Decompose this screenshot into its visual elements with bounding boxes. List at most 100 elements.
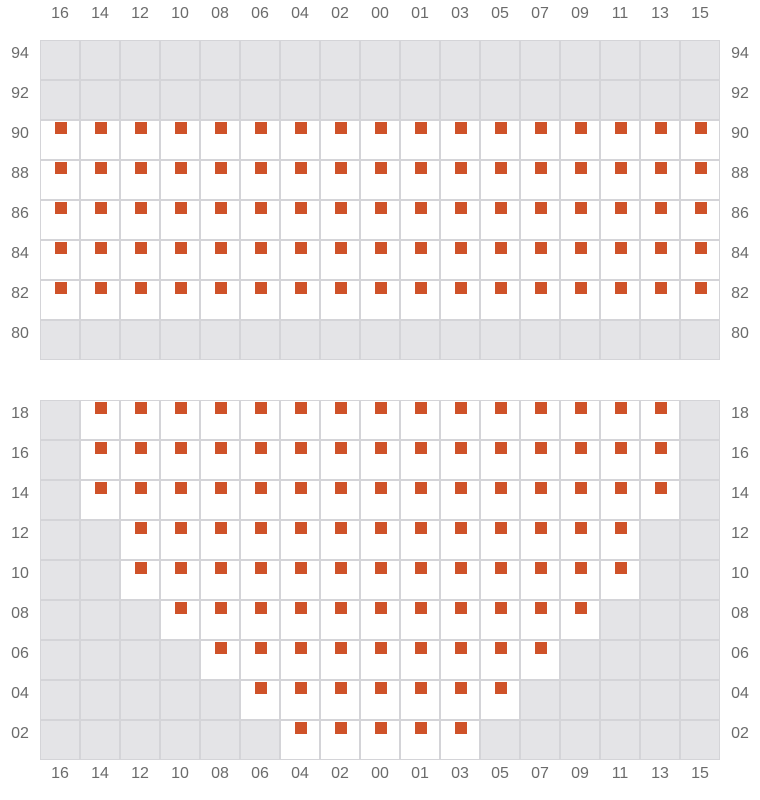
seat-marker[interactable]	[95, 242, 107, 254]
seat-cell[interactable]	[520, 120, 560, 160]
seat-marker[interactable]	[335, 682, 347, 694]
seat-marker[interactable]	[335, 722, 347, 734]
seat-marker[interactable]	[655, 282, 667, 294]
seat-marker[interactable]	[415, 202, 427, 214]
seat-marker[interactable]	[255, 282, 267, 294]
seat-cell[interactable]	[560, 400, 600, 440]
seat-marker[interactable]	[415, 482, 427, 494]
seat-cell[interactable]	[240, 600, 280, 640]
seat-cell[interactable]	[400, 200, 440, 240]
seat-marker[interactable]	[175, 162, 187, 174]
seat-cell[interactable]	[320, 160, 360, 200]
seat-marker[interactable]	[215, 202, 227, 214]
seat-cell[interactable]	[160, 200, 200, 240]
seat-cell[interactable]	[160, 160, 200, 200]
seat-marker[interactable]	[135, 122, 147, 134]
seat-marker[interactable]	[415, 402, 427, 414]
seat-marker[interactable]	[455, 442, 467, 454]
seat-cell[interactable]	[160, 440, 200, 480]
seat-cell[interactable]	[400, 240, 440, 280]
seat-cell[interactable]	[360, 640, 400, 680]
seat-cell[interactable]	[560, 560, 600, 600]
seat-cell[interactable]	[600, 280, 640, 320]
seat-cell[interactable]	[360, 120, 400, 160]
seat-cell[interactable]	[280, 480, 320, 520]
seat-cell[interactable]	[200, 440, 240, 480]
seat-marker[interactable]	[695, 282, 707, 294]
seat-cell[interactable]	[440, 560, 480, 600]
seat-marker[interactable]	[535, 162, 547, 174]
seat-cell[interactable]	[480, 400, 520, 440]
seat-marker[interactable]	[175, 122, 187, 134]
seat-cell[interactable]	[520, 520, 560, 560]
seat-cell[interactable]	[600, 400, 640, 440]
seat-cell[interactable]	[240, 280, 280, 320]
seat-marker[interactable]	[135, 522, 147, 534]
seat-cell[interactable]	[360, 400, 400, 440]
seat-marker[interactable]	[455, 642, 467, 654]
seat-marker[interactable]	[615, 242, 627, 254]
seat-marker[interactable]	[495, 202, 507, 214]
seat-marker[interactable]	[415, 242, 427, 254]
seat-cell[interactable]	[520, 600, 560, 640]
seat-cell[interactable]	[120, 280, 160, 320]
seat-cell[interactable]	[560, 480, 600, 520]
seat-cell[interactable]	[120, 400, 160, 440]
seat-cell[interactable]	[560, 440, 600, 480]
seat-marker[interactable]	[615, 562, 627, 574]
seat-marker[interactable]	[375, 682, 387, 694]
seat-cell[interactable]	[600, 240, 640, 280]
seat-cell[interactable]	[200, 560, 240, 600]
seat-marker[interactable]	[495, 242, 507, 254]
seat-marker[interactable]	[55, 282, 67, 294]
seat-cell[interactable]	[640, 200, 680, 240]
seat-marker[interactable]	[415, 282, 427, 294]
seat-marker[interactable]	[215, 402, 227, 414]
seat-cell[interactable]	[320, 200, 360, 240]
seat-marker[interactable]	[575, 482, 587, 494]
seat-cell[interactable]	[80, 240, 120, 280]
seat-cell[interactable]	[40, 240, 80, 280]
seat-marker[interactable]	[575, 202, 587, 214]
seat-cell[interactable]	[480, 600, 520, 640]
seat-cell[interactable]	[360, 720, 400, 760]
seat-cell[interactable]	[280, 600, 320, 640]
seat-cell[interactable]	[240, 480, 280, 520]
seat-cell[interactable]	[440, 520, 480, 560]
seat-marker[interactable]	[615, 122, 627, 134]
seat-marker[interactable]	[95, 442, 107, 454]
seat-cell[interactable]	[400, 480, 440, 520]
seat-marker[interactable]	[175, 482, 187, 494]
seat-marker[interactable]	[615, 522, 627, 534]
seat-cell[interactable]	[80, 280, 120, 320]
seat-marker[interactable]	[455, 122, 467, 134]
seat-cell[interactable]	[360, 560, 400, 600]
seat-marker[interactable]	[335, 602, 347, 614]
seat-marker[interactable]	[335, 122, 347, 134]
seat-marker[interactable]	[215, 602, 227, 614]
seat-cell[interactable]	[200, 600, 240, 640]
seat-marker[interactable]	[255, 202, 267, 214]
seat-marker[interactable]	[335, 562, 347, 574]
seat-cell[interactable]	[520, 480, 560, 520]
seat-cell[interactable]	[640, 160, 680, 200]
seat-cell[interactable]	[160, 560, 200, 600]
seat-marker[interactable]	[175, 242, 187, 254]
seat-marker[interactable]	[535, 282, 547, 294]
seat-marker[interactable]	[615, 482, 627, 494]
seat-marker[interactable]	[295, 282, 307, 294]
seat-marker[interactable]	[335, 482, 347, 494]
seat-cell[interactable]	[640, 440, 680, 480]
seat-cell[interactable]	[400, 440, 440, 480]
seat-cell[interactable]	[600, 160, 640, 200]
seat-marker[interactable]	[575, 442, 587, 454]
seat-marker[interactable]	[575, 562, 587, 574]
seat-cell[interactable]	[400, 400, 440, 440]
seat-cell[interactable]	[240, 680, 280, 720]
seat-marker[interactable]	[175, 442, 187, 454]
seat-marker[interactable]	[95, 162, 107, 174]
seat-marker[interactable]	[55, 162, 67, 174]
seat-marker[interactable]	[455, 202, 467, 214]
seat-cell[interactable]	[400, 720, 440, 760]
seat-cell[interactable]	[320, 680, 360, 720]
